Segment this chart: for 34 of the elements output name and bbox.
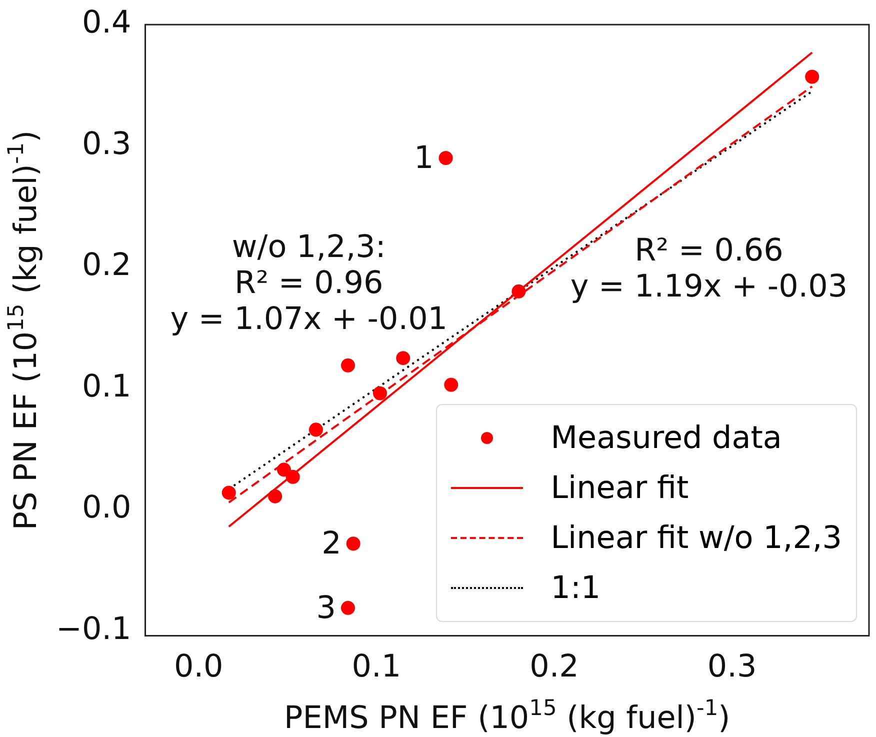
annotation: 2 [322,526,342,562]
legend-label: Linear fit [550,468,689,508]
annotation: w/o 1,2,3: R² = 0.96 y = 1.07x + -0.01 [170,228,448,337]
annotation: 3 [316,590,336,626]
point [396,351,410,366]
legend-label: Measured data [550,418,782,458]
legend-label: Linear fit w/o 1,2,3 [550,518,842,558]
y-tick-label: 0.1 [82,368,132,404]
point [276,462,291,477]
y-tick-label: 0.0 [82,490,132,526]
point [805,70,820,84]
point [308,422,323,437]
legend-label: 1:1 [550,568,601,608]
point [438,150,453,165]
point [286,470,300,484]
x-tick-label: 0.3 [707,648,757,684]
point [512,284,526,298]
point [346,536,360,551]
point [222,486,236,500]
point [268,489,282,504]
x-tick-label: 0.1 [352,648,402,684]
y-tick-label: 0.4 [82,4,132,41]
point [372,386,387,400]
y-axis-title: PS PN EF (1015 (kg fuel)-1) [4,130,44,530]
y-tick-label: −0.1 [56,610,132,647]
point [340,358,355,372]
annotation: R² = 0.66 y = 1.19x + -0.03 [570,232,848,305]
x-tick-label: 0.0 [174,648,224,684]
annotation: 1 [414,140,434,176]
point [444,378,458,392]
y-tick-label: 0.2 [82,247,132,284]
x-tick-label: 0.2 [530,648,579,684]
point [340,600,355,615]
y-tick-label: 0.3 [82,126,132,162]
